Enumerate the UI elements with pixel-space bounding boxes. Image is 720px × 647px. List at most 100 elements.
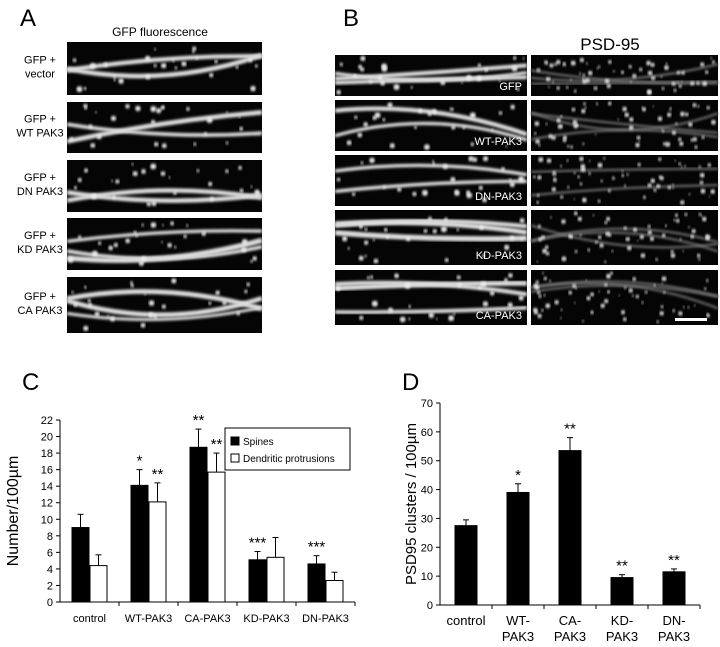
spine bbox=[250, 185, 253, 188]
x-tick-label-line: KD- bbox=[611, 613, 633, 628]
y-tick-label: 30 bbox=[421, 513, 433, 525]
spine bbox=[87, 299, 91, 303]
spine bbox=[110, 316, 115, 322]
spine bbox=[606, 84, 611, 89]
spine bbox=[595, 102, 599, 106]
spine bbox=[599, 243, 604, 248]
dendrite bbox=[334, 163, 528, 177]
spine bbox=[697, 105, 700, 108]
spine bbox=[576, 123, 579, 126]
bar bbox=[558, 450, 582, 606]
dendrite bbox=[334, 106, 528, 137]
spine bbox=[161, 241, 164, 244]
spine bbox=[431, 109, 437, 114]
dendrite bbox=[334, 179, 528, 194]
spine bbox=[482, 301, 489, 307]
spine bbox=[656, 320, 660, 324]
spine bbox=[354, 115, 358, 119]
spine bbox=[603, 157, 606, 160]
spine bbox=[470, 142, 475, 146]
y-tick-label: 10 bbox=[421, 571, 433, 583]
spine bbox=[161, 143, 167, 149]
image-background bbox=[531, 210, 718, 265]
x-tick-label: WT-PAK3 bbox=[502, 613, 534, 644]
spine bbox=[632, 277, 637, 281]
spine bbox=[581, 197, 587, 203]
spine bbox=[534, 132, 537, 135]
spine bbox=[682, 306, 685, 309]
spine bbox=[248, 58, 253, 63]
y-tick-label: 50 bbox=[421, 456, 433, 468]
spine bbox=[115, 179, 120, 184]
spine bbox=[573, 198, 576, 200]
scale-bar bbox=[675, 318, 707, 321]
spine bbox=[655, 258, 658, 261]
spine bbox=[394, 273, 399, 279]
spine bbox=[683, 165, 687, 168]
x-tick-label-line: WT- bbox=[506, 613, 530, 628]
spine bbox=[537, 224, 541, 228]
spine bbox=[568, 290, 573, 295]
bar bbox=[266, 556, 285, 603]
significance: * bbox=[137, 453, 143, 470]
spine bbox=[363, 240, 369, 245]
spine bbox=[168, 176, 171, 179]
spine bbox=[538, 294, 542, 298]
spine bbox=[604, 221, 608, 224]
spine bbox=[661, 233, 666, 238]
spine bbox=[225, 141, 229, 145]
spine bbox=[690, 234, 695, 239]
spine bbox=[153, 314, 157, 318]
spine bbox=[658, 175, 662, 179]
spine bbox=[150, 163, 157, 170]
image-background bbox=[67, 42, 262, 95]
spine bbox=[489, 290, 495, 296]
spine bbox=[456, 228, 460, 232]
spine bbox=[673, 219, 676, 222]
spine bbox=[585, 279, 588, 281]
spine bbox=[636, 239, 639, 242]
spine bbox=[590, 310, 594, 314]
legend-box bbox=[224, 427, 351, 471]
spine bbox=[238, 166, 242, 170]
spine bbox=[617, 118, 620, 121]
spine bbox=[572, 119, 578, 125]
spine bbox=[699, 172, 705, 178]
spine bbox=[509, 181, 515, 188]
spine bbox=[532, 307, 538, 313]
spine bbox=[482, 156, 489, 162]
spine bbox=[678, 311, 683, 316]
spine bbox=[568, 234, 573, 239]
spine bbox=[582, 77, 584, 80]
spine bbox=[581, 108, 586, 114]
spine bbox=[646, 60, 651, 66]
spine bbox=[696, 253, 701, 258]
spine bbox=[69, 137, 74, 141]
spine bbox=[680, 200, 685, 205]
spine bbox=[161, 62, 167, 69]
spine bbox=[381, 66, 388, 72]
spine bbox=[690, 81, 695, 86]
spine bbox=[577, 216, 582, 222]
spine bbox=[647, 183, 652, 188]
spine bbox=[374, 112, 381, 119]
spine bbox=[518, 295, 524, 301]
spine bbox=[141, 256, 147, 262]
micrograph bbox=[530, 270, 719, 325]
row-label: KD-PAK3 bbox=[476, 250, 522, 262]
spine bbox=[103, 62, 108, 67]
x-tick-label-line: DN- bbox=[662, 613, 685, 628]
dendrite bbox=[66, 229, 263, 243]
spine bbox=[671, 81, 676, 86]
spine bbox=[167, 243, 172, 248]
y-tick-label: 16 bbox=[41, 465, 53, 477]
row-label-line: CA PAK3 bbox=[17, 305, 62, 317]
significance: * bbox=[515, 467, 521, 484]
spine bbox=[565, 86, 569, 89]
bar bbox=[189, 446, 208, 603]
spine bbox=[628, 65, 632, 69]
spine bbox=[692, 137, 697, 142]
spine bbox=[670, 253, 676, 258]
spine bbox=[387, 102, 393, 108]
spine bbox=[574, 250, 578, 253]
